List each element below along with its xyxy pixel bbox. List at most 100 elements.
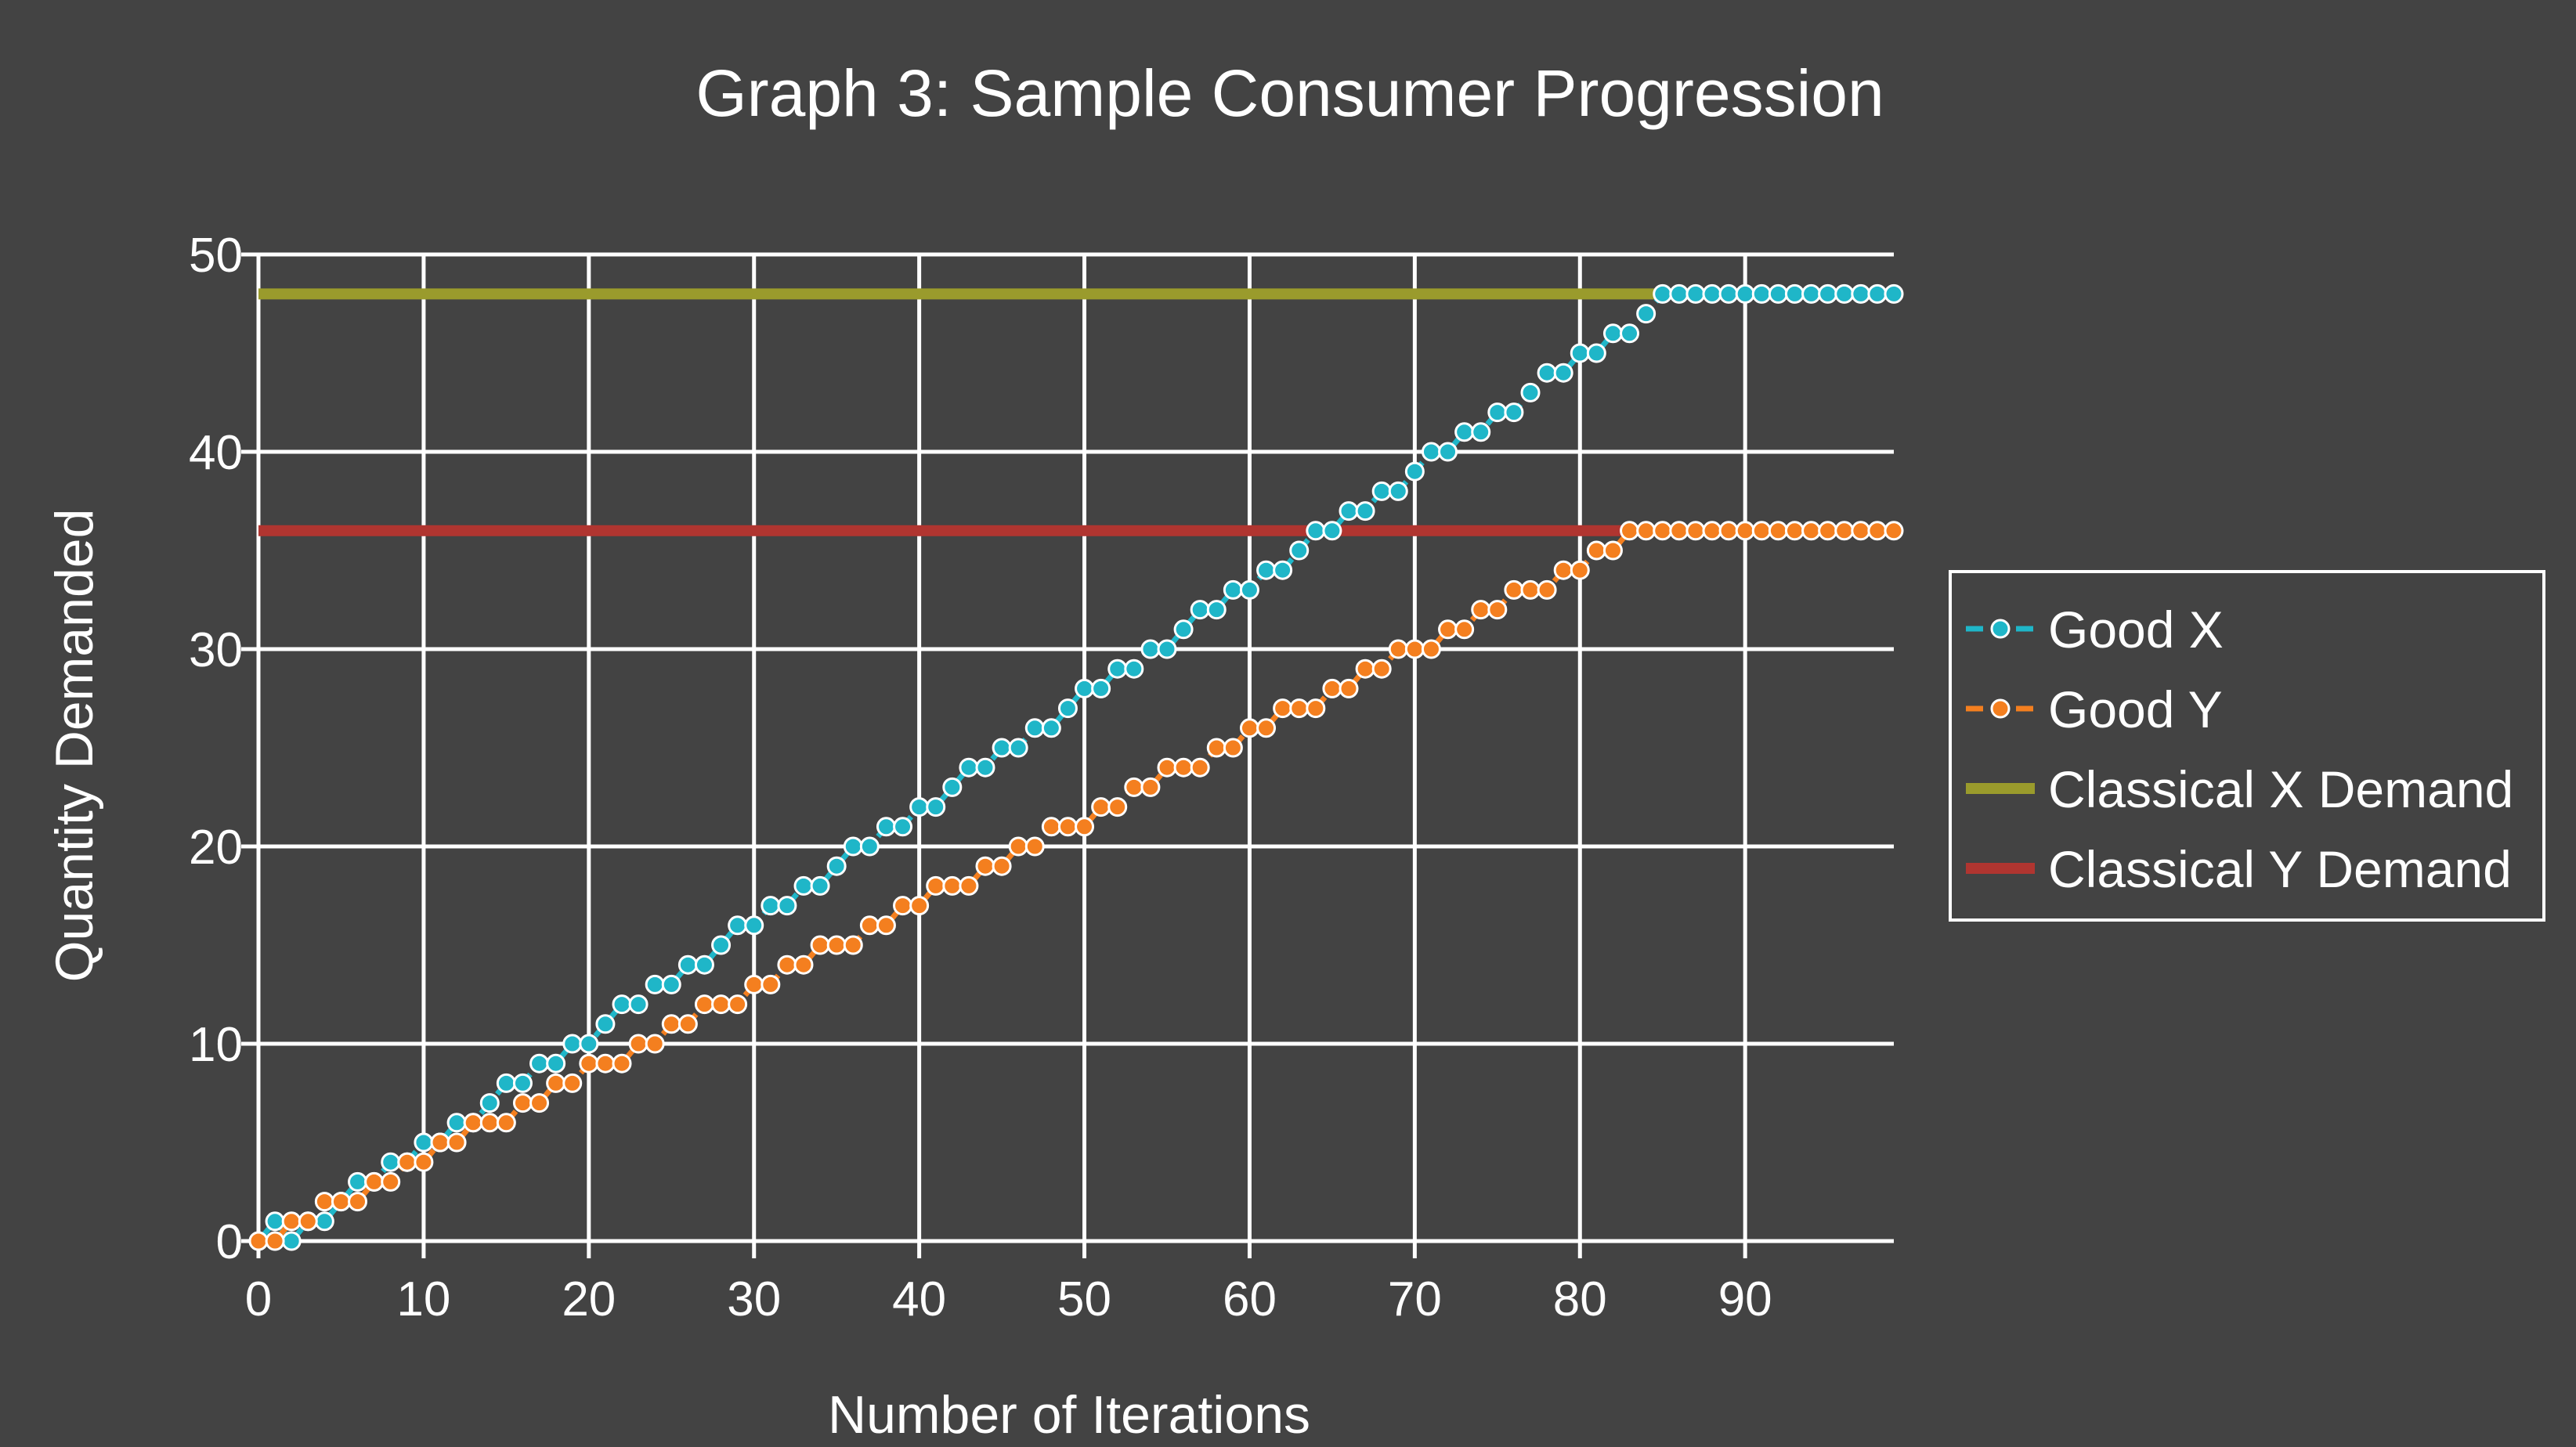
good-x-point (446, 1113, 467, 1133)
good-y-point (744, 974, 764, 994)
good-x-point (1306, 521, 1326, 541)
good-x-point (859, 836, 880, 857)
good-y-point (1355, 659, 1375, 679)
good-x-point (512, 1073, 533, 1093)
good-y-point (348, 1192, 368, 1212)
x-axis-title: Number of Iterations (828, 1385, 1310, 1445)
x-tick-label: 10 (396, 1272, 450, 1326)
x-tick-label: 90 (1718, 1272, 1772, 1326)
good-x-point (645, 974, 665, 994)
good-x-point (529, 1053, 550, 1074)
good-y-point (1388, 639, 1408, 659)
y-tick-label: 20 (189, 821, 243, 875)
good-y-point (1487, 600, 1508, 620)
good-x-point (1620, 323, 1640, 344)
good-y-point (1157, 757, 1177, 778)
good-x-point (1751, 283, 1772, 304)
good-x-point (1602, 323, 1623, 344)
good-y-point (1173, 757, 1194, 778)
good-y-point (1107, 797, 1128, 817)
x-tick-label: 50 (1057, 1272, 1111, 1326)
good-y-point (1884, 521, 1904, 541)
good-y-point (661, 1014, 681, 1034)
good-y-point (1553, 560, 1573, 580)
good-y-point (1669, 521, 1689, 541)
good-x-point (1553, 363, 1573, 383)
good-y-point (1223, 738, 1243, 758)
good-x-point (1784, 283, 1805, 304)
good-y-point (381, 1171, 401, 1192)
good-x-point (265, 1211, 285, 1232)
good-x-point (876, 817, 896, 837)
good-x-point (1371, 481, 1392, 501)
good-y-point (1239, 718, 1259, 738)
good-y-point (1636, 521, 1657, 541)
good-y-point (1190, 757, 1210, 778)
good-y-point (1091, 797, 1111, 817)
good-x-point (1124, 659, 1144, 679)
good-x-point (677, 954, 698, 975)
good-y-point (281, 1211, 302, 1232)
legend-frame (1949, 570, 2545, 922)
good-x-point (414, 1132, 434, 1153)
good-x-point (826, 856, 847, 876)
good-y-point (1784, 521, 1805, 541)
good-x-point (1091, 678, 1111, 698)
good-x-point (1537, 363, 1557, 383)
good-y-point (446, 1132, 467, 1153)
good-y-point (1801, 521, 1822, 541)
good-x-point (1735, 283, 1755, 304)
good-x-point (1834, 283, 1855, 304)
good-y-point (1867, 521, 1888, 541)
good-y-point (1685, 521, 1706, 541)
good-x-point (793, 875, 814, 896)
good-x-point (1008, 738, 1028, 758)
good-y-point (1140, 777, 1161, 797)
good-y-point (843, 935, 863, 955)
good-x-point (1041, 718, 1061, 738)
good-y-point (397, 1152, 417, 1172)
y-tick-label: 10 (189, 1018, 243, 1072)
good-y-point (1735, 521, 1755, 541)
good-y-point (529, 1093, 550, 1113)
good-x-point (942, 777, 963, 797)
tick-layer: 0 10 20 30 40 50 60 70 80 90 0 10 20 30 40 50 (189, 229, 1772, 1326)
good-y-point (677, 1014, 698, 1034)
legend-label-good-x: Good X (2048, 601, 2224, 659)
good-y-point (1322, 678, 1342, 698)
good-x-point (1570, 343, 1590, 363)
good-y-point (909, 896, 930, 916)
good-x-point (1157, 639, 1177, 659)
good-y-point (628, 1034, 649, 1054)
y-tick-label: 0 (216, 1215, 243, 1269)
good-x-point (1454, 422, 1475, 442)
good-x-point (1075, 678, 1095, 698)
good-y-point (1041, 817, 1061, 837)
good-x-point (975, 757, 995, 778)
good-y-point (1504, 579, 1524, 600)
good-y-point (1124, 777, 1144, 797)
good-x-point (612, 994, 632, 1015)
good-x-point (479, 1093, 500, 1113)
good-y-point (1471, 600, 1491, 620)
good-x-point (1057, 698, 1078, 719)
good-x-point (777, 896, 797, 916)
good-y-point (859, 915, 880, 936)
good-y-point (694, 994, 714, 1015)
good-x-point (348, 1171, 368, 1192)
chart-title: Graph 3: Sample Consumer Progression (695, 56, 1884, 130)
good-y-point (1702, 521, 1722, 541)
good-y-point (1057, 817, 1078, 837)
good-y-point (1751, 521, 1772, 541)
good-x-point (1685, 283, 1706, 304)
good-x-point (595, 1014, 616, 1034)
good-y-point (364, 1171, 385, 1192)
good-x-point (1190, 600, 1210, 620)
good-y-point (1768, 521, 1788, 541)
good-x-point (1801, 283, 1822, 304)
good-y-point (761, 974, 781, 994)
x-tick-label: 70 (1388, 1272, 1442, 1326)
good-x-point (1586, 343, 1606, 363)
legend: Good X Good Y Classical X Demand Classical … (1949, 570, 2545, 922)
